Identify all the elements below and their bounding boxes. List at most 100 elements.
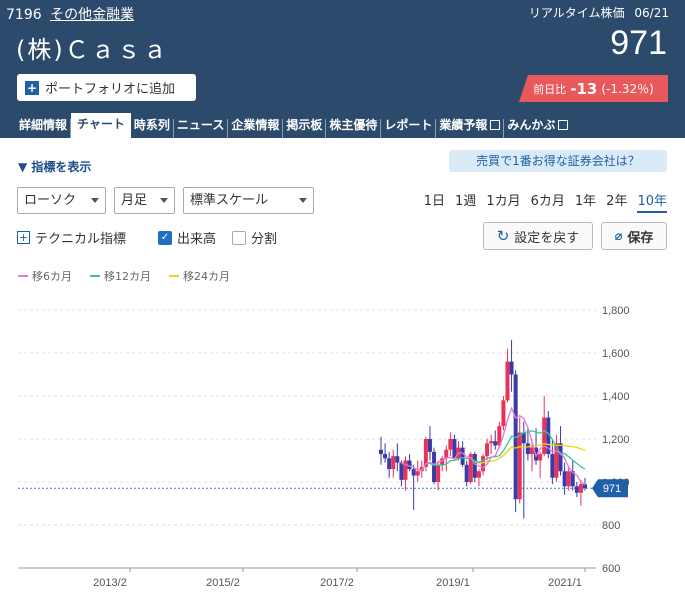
candle <box>529 447 534 455</box>
candle <box>525 443 530 455</box>
industry-link[interactable]: その他金融業 <box>50 7 135 23</box>
candle <box>476 471 481 478</box>
tab-board[interactable]: 掲示板 <box>283 119 327 138</box>
legend-ma24-label: 移24カ月 <box>183 270 230 283</box>
chart-legend: 移6カ月 移12カ月 移24カ月 <box>18 268 230 284</box>
candle <box>464 464 469 482</box>
candle <box>497 426 502 446</box>
ma12-line <box>425 430 586 470</box>
candle <box>399 462 404 480</box>
tab-earnings-forecast[interactable]: 業績予報 <box>436 118 505 138</box>
candle <box>436 464 441 482</box>
y-tick-label: 1,200 <box>602 434 630 446</box>
reset-settings-button[interactable]: ↻ 設定を戻す <box>483 222 593 250</box>
candle <box>460 447 465 465</box>
period-1y[interactable]: 1年 <box>574 194 597 209</box>
tab-minkabu-label: みんかぶ <box>507 118 556 132</box>
volume-checkbox[interactable]: ✓ 出来高 <box>158 228 216 247</box>
change-percent: (-1.32％) <box>601 82 654 96</box>
candle <box>538 454 543 461</box>
tab-shareholder-benefits[interactable]: 株主優待 <box>326 119 382 138</box>
candle <box>513 374 518 500</box>
y-tick-label: 1,800 <box>602 305 630 317</box>
candle <box>505 361 510 401</box>
legend-ma12-label: 移12カ月 <box>104 270 151 283</box>
scale-select[interactable]: 標準スケール <box>183 187 314 214</box>
indicator-toggle-label: 指標を表示 <box>31 160 92 174</box>
save-button[interactable]: ⌀ 保存 <box>601 222 667 250</box>
period-6m[interactable]: 6カ月 <box>530 194 565 209</box>
interval-select[interactable]: 月足 <box>114 187 175 214</box>
change-value: -13 <box>570 79 598 98</box>
candle <box>391 456 396 470</box>
tab-timeseries[interactable]: 時系列 <box>131 119 174 138</box>
checkmark-icon: ✓ <box>158 230 172 245</box>
candle <box>387 458 392 470</box>
candle <box>521 432 526 444</box>
show-indicators-toggle[interactable]: ▼ 指標を表示 <box>18 160 92 174</box>
technical-indicators-button[interactable]: + テクニカル指標 <box>17 228 126 247</box>
chevron-down-icon <box>91 198 99 203</box>
candle <box>546 417 551 455</box>
tab-earnings-label: 業績予報 <box>439 118 488 132</box>
plus-icon: + <box>25 80 39 95</box>
price-chart[interactable]: 6008001,0001,2001,4001,6001,8002013/2201… <box>0 290 685 597</box>
candle <box>444 449 449 459</box>
realtime-text: リアルタイム株価 <box>528 6 625 20</box>
price-date: 06/21 <box>634 6 669 20</box>
period-1d[interactable]: 1日 <box>423 194 446 209</box>
period-2y[interactable]: 2年 <box>606 194 628 209</box>
candle <box>403 460 408 480</box>
chevron-down-icon <box>299 198 307 203</box>
period-10y[interactable]: 10年 <box>637 190 667 213</box>
external-link-icon <box>558 120 569 130</box>
candle <box>472 454 477 478</box>
period-1m[interactable]: 1カ月 <box>486 194 521 209</box>
tab-minkabu[interactable]: みんかぶ <box>504 119 571 138</box>
company-name: (株)Ｃａｓａ <box>16 36 169 64</box>
candle <box>566 471 571 487</box>
period-1w[interactable]: 1週 <box>455 194 477 209</box>
external-link-icon <box>490 120 501 130</box>
tab-details[interactable]: 詳細情報 <box>16 119 72 138</box>
broker-promo-link[interactable]: 売買で1番お得な証券会社は？ <box>449 150 667 172</box>
candle <box>485 443 490 457</box>
period-selector: 1日 1週 1カ月 6カ月 1年 2年 10年 <box>424 190 667 213</box>
chevron-down-icon <box>160 198 168 203</box>
split-checkbox[interactable]: 分割 <box>232 228 277 247</box>
change-label: 前日比 <box>533 82 567 96</box>
candle <box>468 454 473 482</box>
tab-news[interactable]: ニュース <box>174 119 229 138</box>
candle <box>383 454 388 459</box>
technical-label: テクニカル指標 <box>35 232 127 247</box>
interval-value: 月足 <box>121 193 148 208</box>
price-change-badge: 前日比 -13 (-1.32％) <box>519 75 668 102</box>
candle <box>562 471 567 487</box>
reset-label: 設定を戻す <box>514 230 580 246</box>
legend-ma12: 移12カ月 <box>90 268 151 284</box>
add-portfolio-label: ポートフォリオに追加 <box>45 82 176 97</box>
candle <box>427 439 432 452</box>
tab-chart[interactable]: チャート <box>71 113 131 138</box>
tab-report[interactable]: レポート <box>381 119 437 138</box>
y-tick-label: 600 <box>602 563 620 575</box>
legend-ma6: 移6カ月 <box>18 268 72 284</box>
y-tick-label: 800 <box>602 520 620 532</box>
scale-value: 標準スケール <box>190 193 269 208</box>
plus-icon: + <box>17 231 30 244</box>
stock-code: 7196 <box>6 7 42 23</box>
save-label: 保存 <box>627 230 654 246</box>
add-portfolio-button[interactable]: + ポートフォリオに追加 <box>17 74 196 101</box>
chart-type-select[interactable]: ローソク <box>17 187 106 214</box>
candle <box>452 439 457 459</box>
candle <box>574 486 579 493</box>
y-tick-label: 1,600 <box>602 348 630 360</box>
ma24-line <box>474 443 586 464</box>
stock-code-line: 7196 その他金融業 <box>6 4 134 24</box>
candle <box>501 400 506 427</box>
x-tick-label: 2015/2 <box>206 577 240 589</box>
chart-type-value: ローソク <box>24 193 77 208</box>
y-tick-label: 1,400 <box>602 391 630 403</box>
candle <box>415 471 420 476</box>
tab-company-info[interactable]: 企業情報 <box>228 119 284 138</box>
